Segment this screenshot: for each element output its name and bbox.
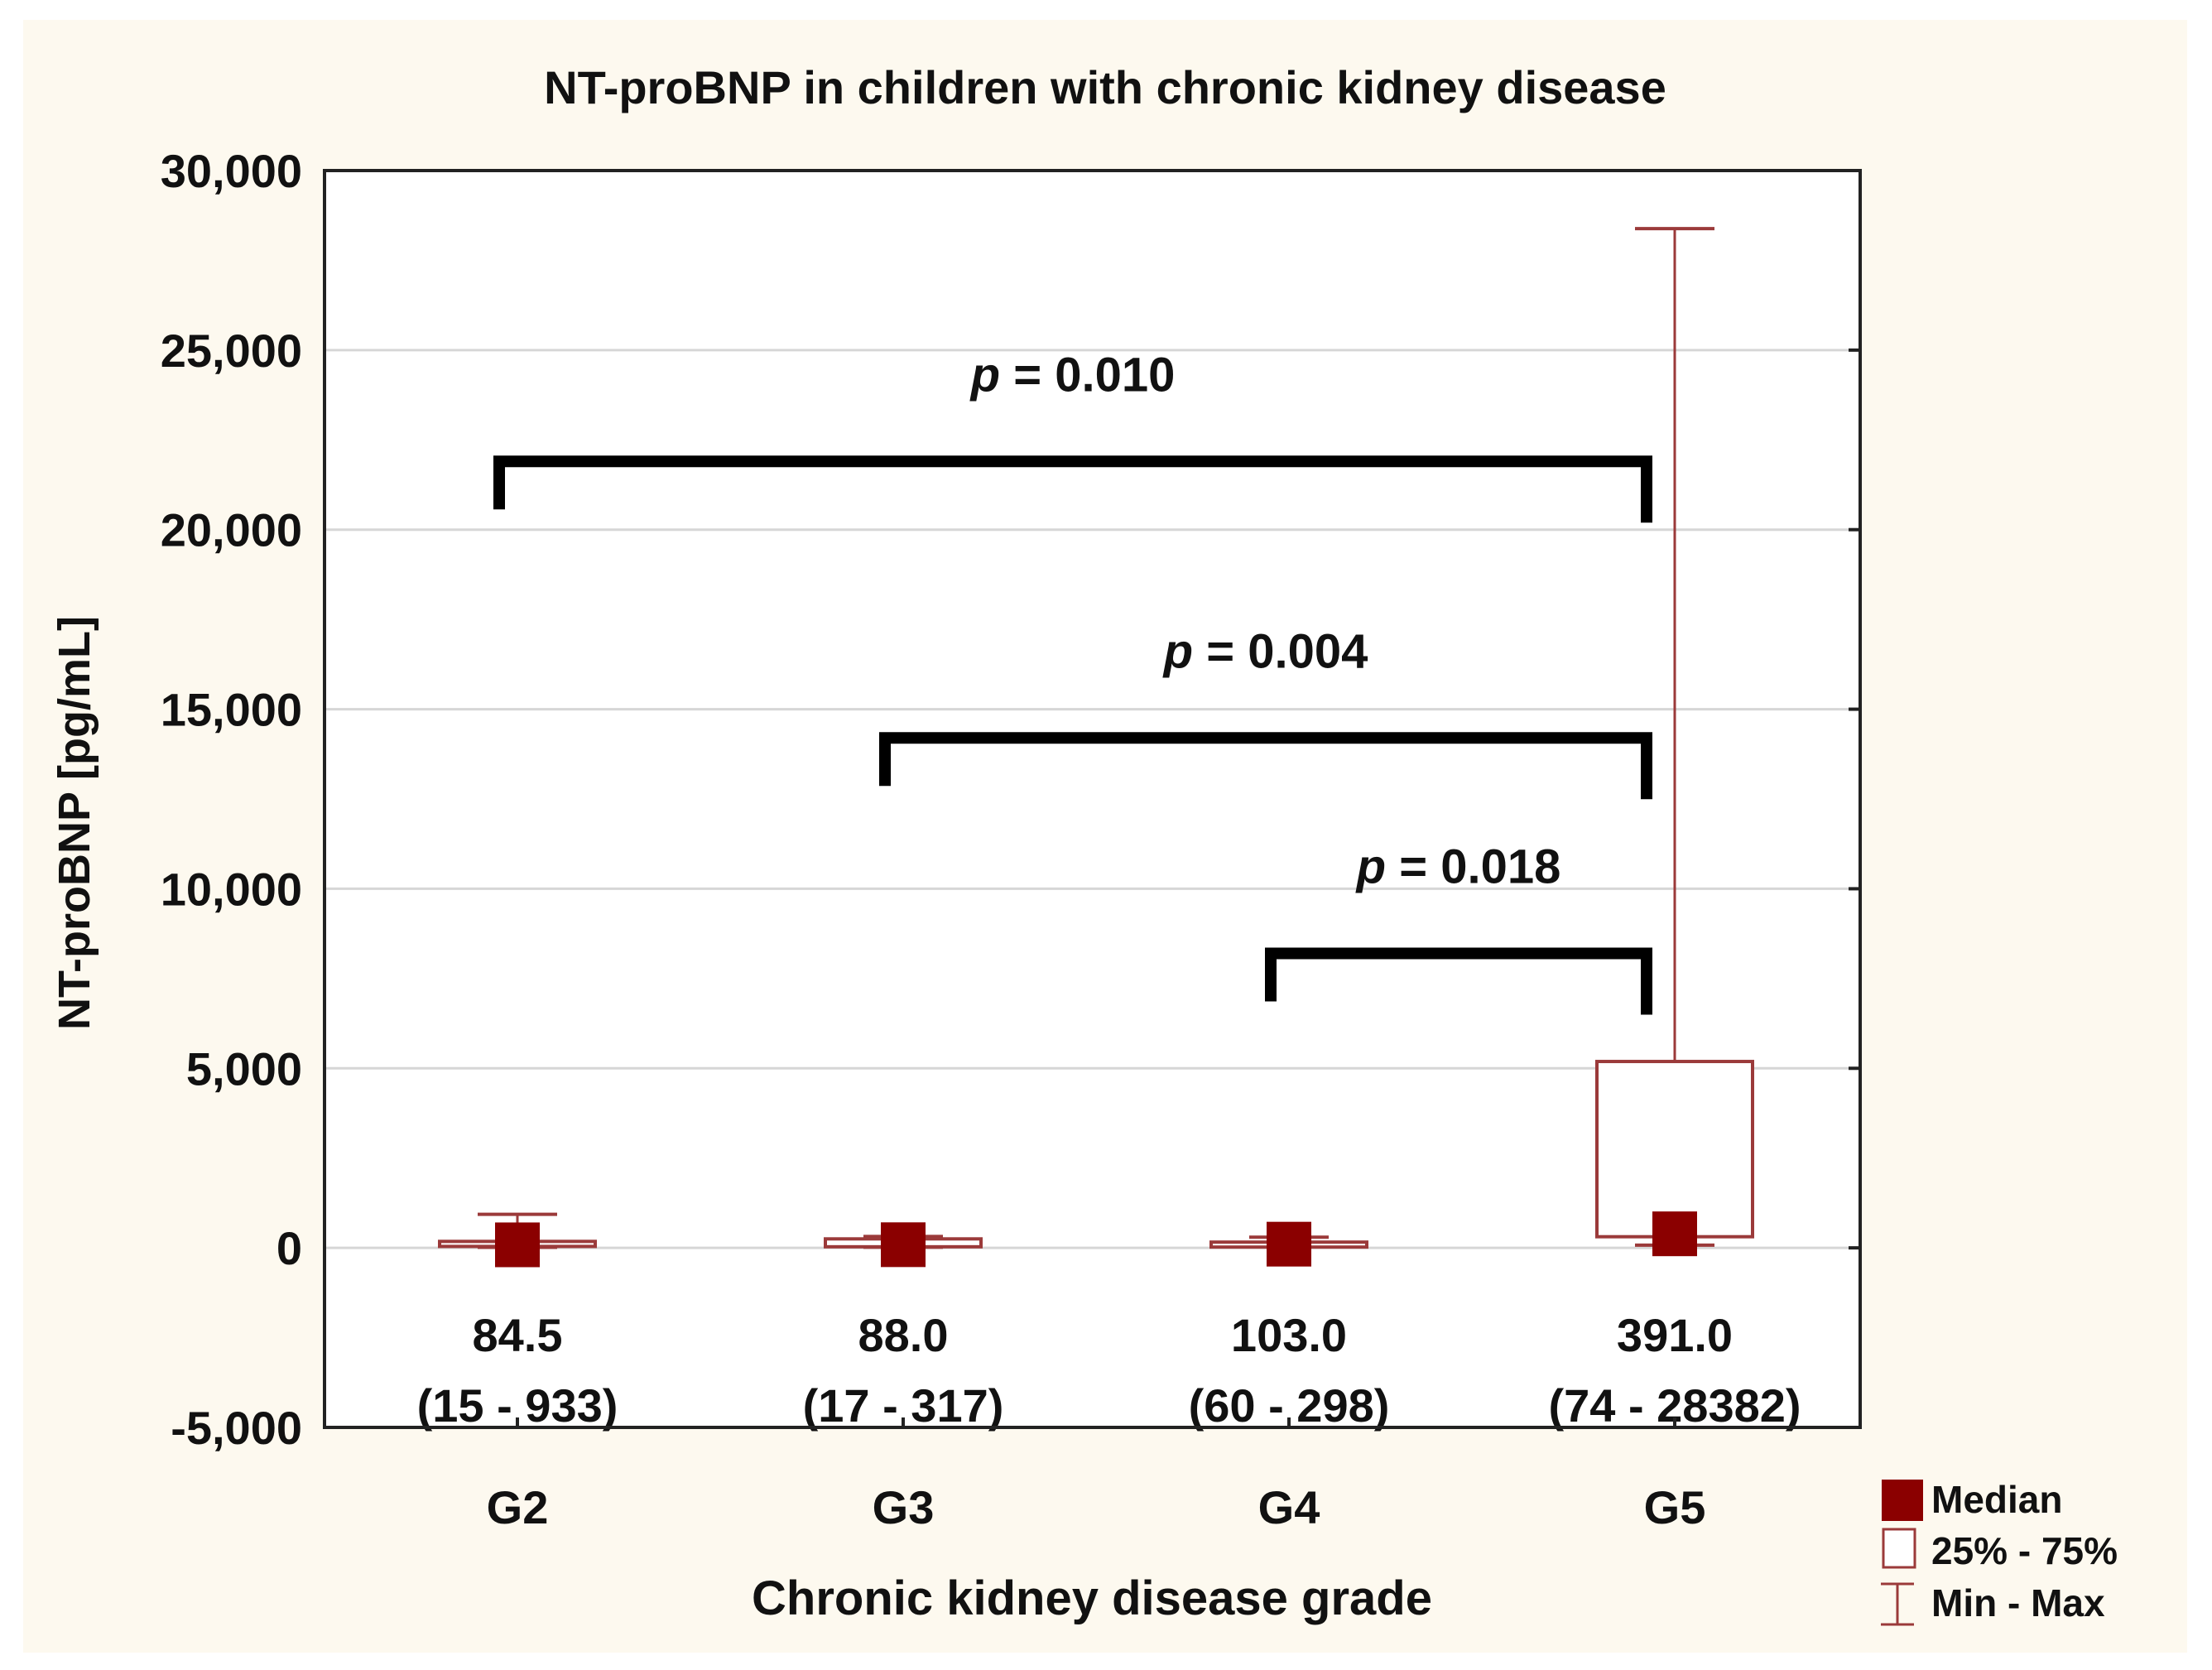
y-tick-label: 15,000 [161, 684, 302, 736]
y-tick-label: 20,000 [161, 504, 302, 556]
median-marker-G3 [881, 1222, 926, 1268]
legend-median-label: Median [1931, 1478, 2062, 1521]
median-annotation-G5: 391.0 [1617, 1309, 1733, 1361]
p-value-label: p = 0.010 [969, 348, 1176, 402]
plot-border [323, 169, 1862, 1429]
legend-iqr-swatch [1882, 1528, 1916, 1569]
legend-median-swatch [1882, 1480, 1923, 1521]
median-annotation-G2: 84.5 [473, 1309, 563, 1361]
y-tick-label: -5,000 [171, 1402, 302, 1454]
y-tick-label: 25,000 [161, 325, 302, 377]
iqr-box-G5 [1595, 1060, 1754, 1239]
p-value-label: p = 0.018 [1355, 840, 1561, 893]
legend-minmax-icon [1881, 1582, 1914, 1626]
x-tick-label: G3 [873, 1481, 935, 1533]
chart-title: NT-proBNP in children with chronic kidne… [544, 61, 1666, 113]
median-marker-G5 [1652, 1211, 1697, 1257]
p-value: = 0.004 [1193, 624, 1368, 678]
significance-bracket [879, 732, 1652, 800]
legend: Median 25% - 75% Min - Max [1881, 1478, 2118, 1626]
y-tick-label: 0 [276, 1222, 302, 1274]
p-value: = 0.018 [1386, 840, 1560, 893]
x-tick-label: G2 [487, 1481, 549, 1533]
p-symbol: p [969, 348, 1000, 402]
p-symbol: p [1355, 840, 1386, 893]
y-tick-label: 10,000 [161, 863, 302, 915]
y-tick-label: 30,000 [161, 145, 302, 197]
significance-bracket [1265, 947, 1652, 1015]
y-tick-label: 5,000 [186, 1042, 302, 1095]
p-value-label: p = 0.004 [1162, 624, 1368, 678]
median-marker-G4 [1267, 1221, 1311, 1267]
median-marker-G2 [495, 1222, 540, 1268]
median-annotation-G3: 88.0 [858, 1309, 949, 1361]
legend-minmax-label: Min - Max [1931, 1581, 2105, 1624]
p-symbol: p [1162, 624, 1193, 678]
p-value: = 0.010 [1000, 348, 1175, 402]
x-tick-label: G5 [1644, 1481, 1706, 1533]
y-axis-label: NT-proBNP [pg/mL] [50, 616, 99, 1030]
x-axis-label: Chronic kidney disease grade [752, 1571, 1432, 1625]
legend-iqr-label: 25% - 75% [1931, 1529, 2118, 1572]
significance-bracket [493, 455, 1652, 523]
median-annotation-G4: 103.0 [1231, 1309, 1347, 1361]
x-tick-label: G4 [1258, 1481, 1320, 1533]
